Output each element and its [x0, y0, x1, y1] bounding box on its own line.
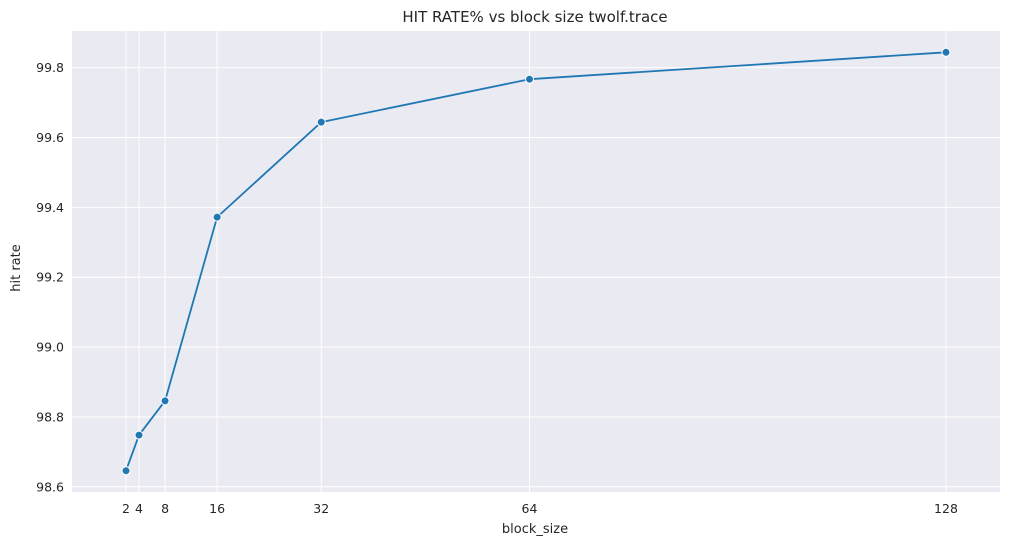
- data-point: [316, 117, 326, 127]
- y-tick-label: 99.0: [36, 340, 64, 355]
- data-point: [121, 466, 131, 476]
- data-point: [160, 396, 170, 406]
- x-tick-label: 16: [209, 501, 225, 516]
- x-axis-label: block_size: [502, 522, 568, 537]
- data-point: [524, 74, 534, 84]
- x-tick-label: 128: [934, 501, 958, 516]
- y-tick-label: 99.8: [36, 60, 64, 75]
- data-point: [134, 430, 144, 440]
- y-tick-label: 98.6: [36, 479, 64, 494]
- x-tick-label: 64: [522, 501, 538, 516]
- chart-title: HIT RATE% vs block size twolf.trace: [402, 8, 667, 26]
- data-point: [212, 212, 222, 222]
- y-tick-label: 99.6: [36, 130, 64, 145]
- x-tick-label: 8: [161, 501, 169, 516]
- tick-labels: 2 4 8 16 32 64 128 98.6 98.8 99.0 99.2 99.4 99.6 99.8: [36, 60, 958, 516]
- y-tick-label: 99.4: [36, 200, 64, 215]
- plot-background: [72, 31, 1000, 492]
- x-tick-label: 32: [313, 501, 329, 516]
- x-tick-label: 4: [135, 501, 143, 516]
- data-point: [941, 47, 951, 57]
- y-tick-label: 98.8: [36, 409, 64, 424]
- x-tick-label: 2: [122, 501, 130, 516]
- y-axis-label: hit rate: [9, 244, 24, 292]
- series-layer: [121, 47, 951, 476]
- y-tick-label: 99.2: [36, 270, 64, 285]
